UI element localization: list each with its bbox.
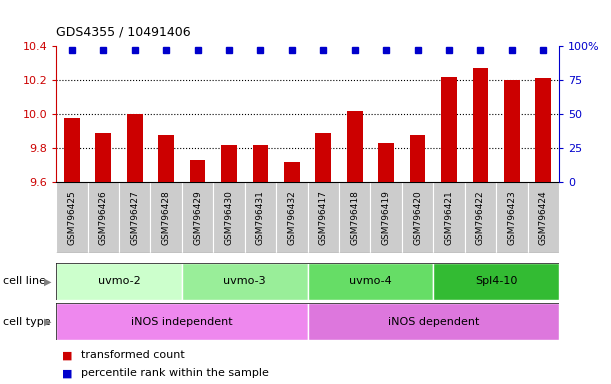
Bar: [221, 145, 237, 182]
Bar: [213, 182, 245, 253]
Bar: [190, 160, 205, 182]
Bar: [56, 303, 308, 340]
Bar: [370, 182, 402, 253]
Bar: [150, 182, 182, 253]
Bar: [315, 133, 331, 182]
Bar: [308, 303, 559, 340]
Text: GSM796426: GSM796426: [99, 190, 108, 245]
Text: ■: ■: [62, 368, 73, 378]
Text: GSM796421: GSM796421: [445, 190, 453, 245]
Text: GSM796423: GSM796423: [507, 190, 516, 245]
Bar: [473, 68, 488, 182]
Bar: [378, 143, 394, 182]
Bar: [433, 182, 465, 253]
Text: GDS4355 / 10491406: GDS4355 / 10491406: [56, 25, 191, 38]
Bar: [504, 80, 520, 182]
Text: GSM796417: GSM796417: [319, 190, 328, 245]
Text: GSM796419: GSM796419: [382, 190, 390, 245]
Text: uvmo-2: uvmo-2: [98, 276, 141, 286]
Bar: [410, 135, 425, 182]
Bar: [158, 135, 174, 182]
Bar: [182, 263, 308, 300]
Text: GSM796428: GSM796428: [162, 190, 170, 245]
Bar: [87, 182, 119, 253]
Text: GSM796424: GSM796424: [539, 190, 548, 245]
Bar: [284, 162, 300, 182]
Bar: [535, 78, 551, 182]
Text: transformed count: transformed count: [81, 350, 185, 360]
Text: GSM796418: GSM796418: [350, 190, 359, 245]
Bar: [56, 182, 87, 253]
Text: ▶: ▶: [44, 276, 51, 286]
Bar: [127, 114, 142, 182]
Text: cell type: cell type: [3, 316, 51, 327]
Text: GSM796431: GSM796431: [256, 190, 265, 245]
Text: GSM796420: GSM796420: [413, 190, 422, 245]
Text: GSM796425: GSM796425: [67, 190, 76, 245]
Text: iNOS independent: iNOS independent: [131, 316, 233, 327]
Text: percentile rank within the sample: percentile rank within the sample: [81, 368, 268, 378]
Bar: [276, 182, 308, 253]
Bar: [95, 133, 111, 182]
Text: Spl4-10: Spl4-10: [475, 276, 518, 286]
Bar: [528, 182, 559, 253]
Bar: [308, 182, 339, 253]
Text: GSM796430: GSM796430: [225, 190, 233, 245]
Bar: [339, 182, 370, 253]
Text: GSM796429: GSM796429: [193, 190, 202, 245]
Bar: [308, 263, 433, 300]
Bar: [56, 263, 182, 300]
Text: uvmo-4: uvmo-4: [349, 276, 392, 286]
Bar: [347, 111, 363, 182]
Text: GSM796427: GSM796427: [130, 190, 139, 245]
Text: uvmo-3: uvmo-3: [224, 276, 266, 286]
Bar: [245, 182, 276, 253]
Text: ▶: ▶: [44, 316, 51, 327]
Bar: [433, 263, 559, 300]
Bar: [496, 182, 528, 253]
Text: ■: ■: [62, 350, 73, 360]
Bar: [182, 182, 213, 253]
Bar: [252, 145, 268, 182]
Text: GSM796422: GSM796422: [476, 190, 485, 245]
Text: cell line: cell line: [3, 276, 46, 286]
Bar: [402, 182, 433, 253]
Bar: [465, 182, 496, 253]
Bar: [119, 182, 150, 253]
Text: GSM796432: GSM796432: [287, 190, 296, 245]
Bar: [441, 77, 457, 182]
Bar: [64, 118, 80, 182]
Text: iNOS dependent: iNOS dependent: [387, 316, 479, 327]
